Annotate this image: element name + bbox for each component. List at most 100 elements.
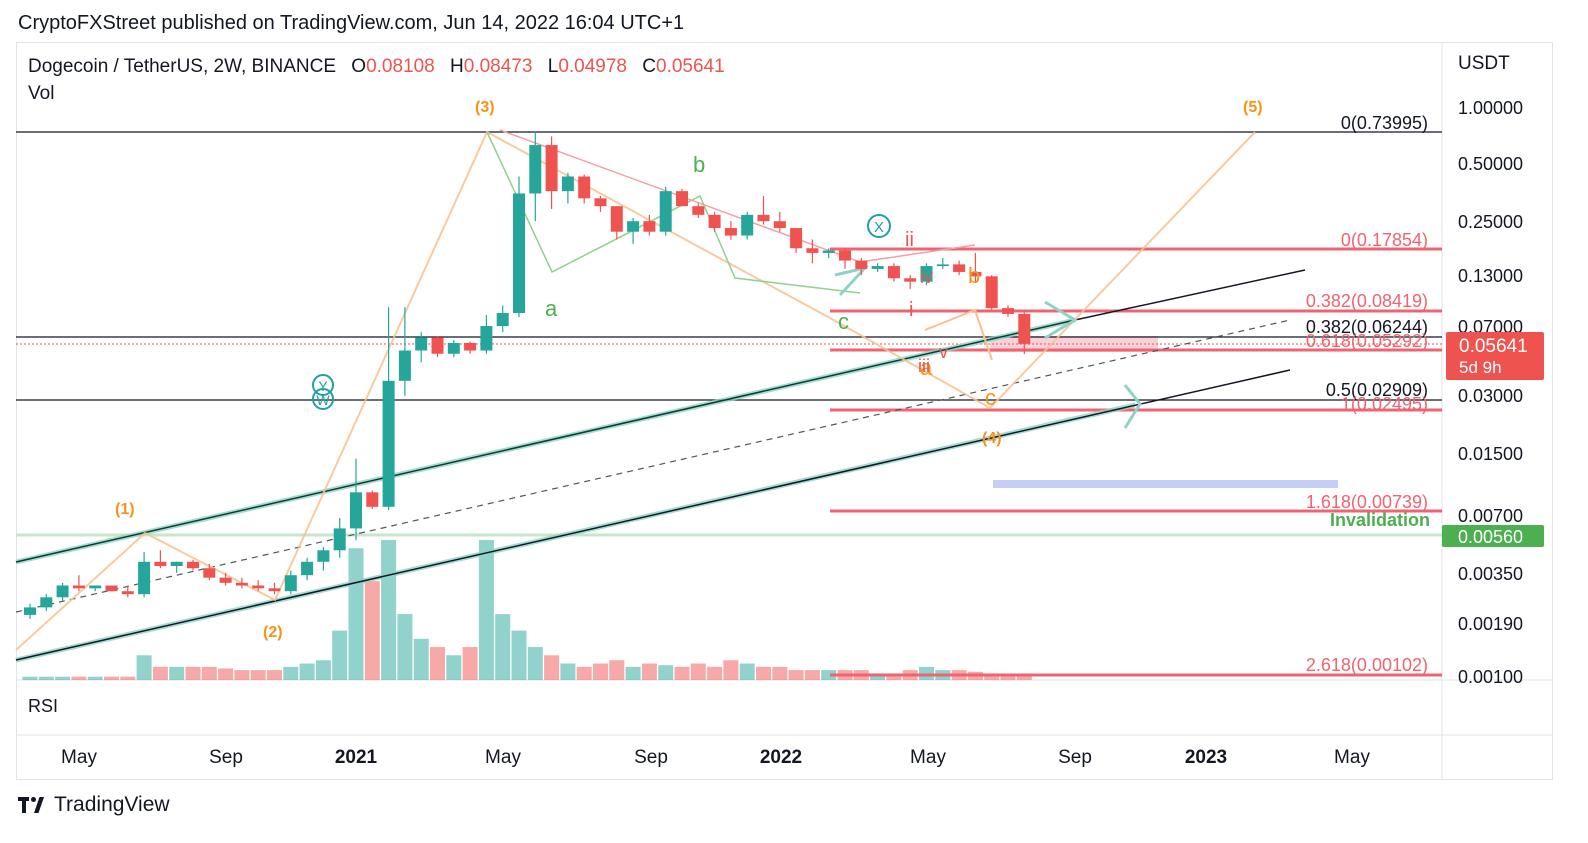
candle-body bbox=[268, 588, 281, 592]
candle-body bbox=[822, 250, 835, 253]
candle-body bbox=[953, 264, 966, 272]
candle bbox=[855, 257, 868, 276]
channel-upper-core bbox=[15, 319, 1076, 563]
candle bbox=[822, 248, 835, 258]
candle-body bbox=[105, 585, 118, 592]
channel-top bbox=[1074, 269, 1306, 321]
candle bbox=[89, 585, 102, 592]
candle bbox=[953, 260, 966, 276]
volume-bar bbox=[430, 647, 445, 680]
candle-body bbox=[692, 206, 705, 215]
volume-bar bbox=[658, 665, 674, 680]
close-label: C bbox=[642, 56, 657, 77]
volume-bar bbox=[185, 666, 201, 680]
fib-label: 0(0.73995) bbox=[1341, 113, 1428, 133]
candle-body bbox=[203, 568, 216, 578]
candle bbox=[284, 570, 297, 595]
candle-body bbox=[773, 221, 786, 229]
x-tick: 2022 bbox=[760, 747, 802, 768]
candle-body bbox=[610, 206, 623, 232]
close-value: 0.05641 bbox=[656, 56, 725, 77]
candle bbox=[594, 195, 607, 212]
currency-label[interactable]: USDT bbox=[1458, 53, 1510, 74]
wave-label: (3) bbox=[475, 99, 495, 116]
fib-labels: 0(0.73995) 0(0.17854) 0.382(0.08419) 0.3… bbox=[1306, 113, 1428, 675]
candle-body bbox=[333, 528, 346, 551]
candle-body bbox=[447, 342, 460, 354]
volume-legend[interactable]: Vol bbox=[28, 83, 55, 104]
volume-bar bbox=[38, 676, 54, 680]
y-tick: 0.00100 bbox=[1458, 667, 1523, 687]
candle-body bbox=[121, 591, 134, 595]
wave-label: a bbox=[545, 296, 558, 321]
candle bbox=[301, 557, 314, 581]
candle bbox=[839, 248, 851, 269]
candle bbox=[741, 211, 754, 240]
wave-label: X bbox=[874, 219, 884, 236]
candle-body bbox=[496, 313, 509, 327]
target-zone bbox=[993, 480, 1338, 488]
low-value: 0.04978 bbox=[558, 56, 627, 77]
volume-bar bbox=[381, 540, 397, 680]
candle bbox=[529, 131, 542, 222]
open-label: O bbox=[351, 56, 367, 77]
bar-countdown: 5d 9h bbox=[1459, 358, 1502, 377]
candle-body bbox=[920, 266, 933, 282]
volume-bar bbox=[152, 666, 168, 680]
candle-body bbox=[871, 266, 884, 269]
candle-body bbox=[578, 176, 591, 199]
wave-label: v bbox=[939, 342, 948, 362]
tradingview-logo[interactable]: TradingView bbox=[18, 793, 170, 817]
volume-bar bbox=[593, 663, 608, 680]
wave-label: a bbox=[920, 355, 933, 380]
candle-body bbox=[24, 607, 36, 615]
volume-bar bbox=[1016, 675, 1032, 680]
candle bbox=[170, 561, 183, 573]
high-value: 0.08473 bbox=[463, 56, 533, 77]
volume-bar bbox=[804, 670, 820, 680]
y-tick: 0.13000 bbox=[1458, 266, 1523, 286]
candle-body bbox=[627, 221, 640, 232]
candle bbox=[643, 214, 656, 236]
rsi-legend[interactable]: RSI bbox=[28, 696, 59, 716]
candle-body bbox=[708, 214, 721, 229]
invalidation-tag bbox=[1442, 525, 1544, 547]
trend-red-line bbox=[499, 129, 976, 263]
volume-bar bbox=[690, 663, 706, 680]
candle bbox=[1018, 310, 1031, 355]
channel-mid bbox=[15, 319, 1291, 613]
candle-body bbox=[350, 492, 362, 529]
candle-body bbox=[366, 492, 379, 507]
volume-bar bbox=[462, 647, 478, 680]
candle-body bbox=[757, 214, 770, 222]
x-tick: May bbox=[485, 747, 521, 768]
candle bbox=[676, 188, 688, 207]
candle bbox=[773, 211, 786, 232]
volume-bar bbox=[22, 676, 38, 680]
volume-bar bbox=[576, 666, 592, 680]
symbol-name[interactable]: Dogecoin / TetherUS, 2W, BINANCE bbox=[28, 56, 336, 77]
candle bbox=[1002, 305, 1014, 318]
candle bbox=[40, 594, 53, 612]
candle-body bbox=[1002, 308, 1014, 314]
volume-bar bbox=[511, 630, 527, 680]
arrow-chevron-1 bbox=[1044, 300, 1078, 340]
wave-b-c-path bbox=[924, 308, 993, 361]
candle-body bbox=[252, 585, 265, 589]
candle bbox=[887, 263, 900, 282]
candle bbox=[904, 275, 917, 289]
wave-label: (1) bbox=[115, 501, 135, 518]
price-axis: 1.00000 0.50000 0.25000 0.13000 0.07000 … bbox=[1458, 98, 1523, 687]
candle bbox=[72, 575, 85, 592]
volume-bar bbox=[413, 638, 429, 680]
candle bbox=[920, 263, 933, 286]
volume-bar bbox=[478, 540, 494, 680]
volume-bar bbox=[397, 614, 413, 680]
candle bbox=[708, 211, 721, 232]
candle-body bbox=[284, 575, 297, 592]
impulse-wave-path bbox=[15, 130, 1256, 651]
candle-body bbox=[431, 337, 444, 354]
candle bbox=[610, 206, 623, 240]
volume-bar bbox=[348, 548, 364, 680]
